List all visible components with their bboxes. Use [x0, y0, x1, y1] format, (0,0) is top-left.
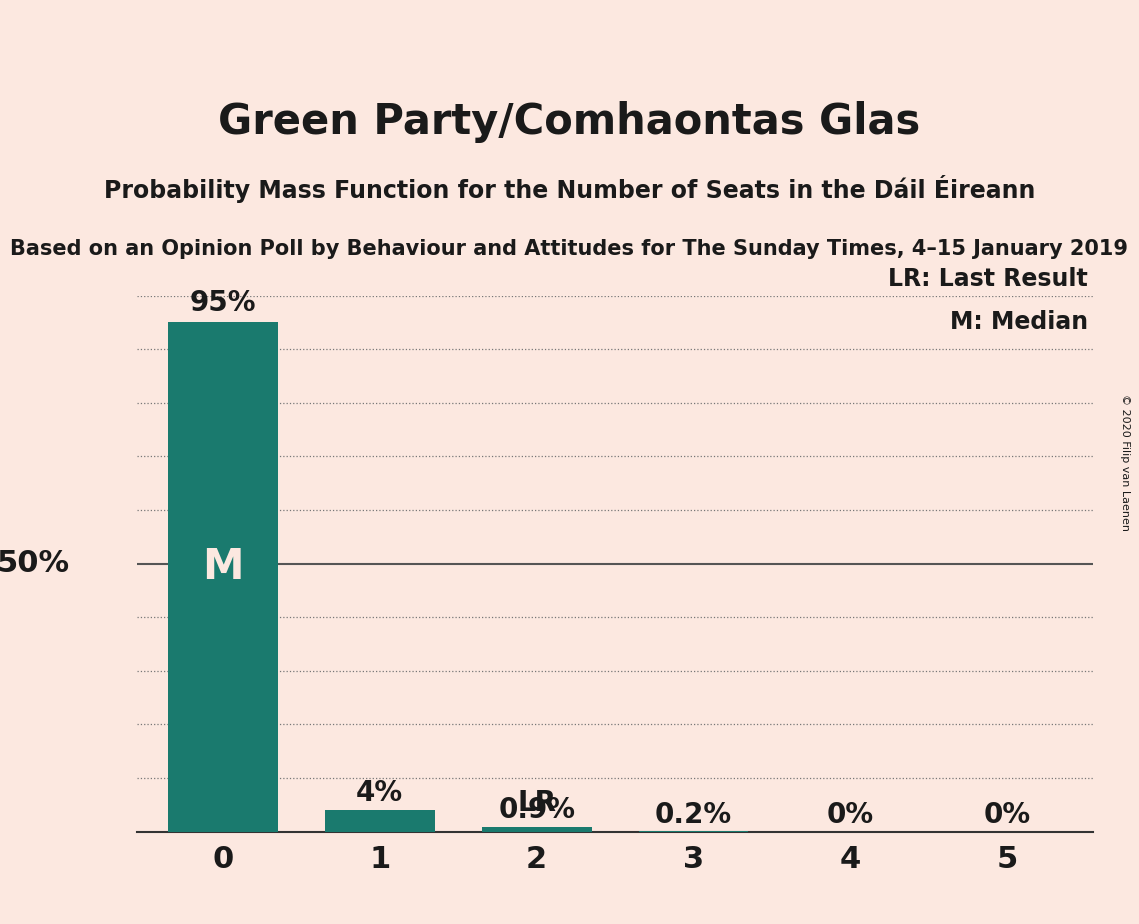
- Text: Probability Mass Function for the Number of Seats in the Dáil Éireann: Probability Mass Function for the Number…: [104, 176, 1035, 203]
- Text: Based on an Opinion Poll by Behaviour and Attitudes for The Sunday Times, 4–15 J: Based on an Opinion Poll by Behaviour an…: [10, 238, 1129, 259]
- Bar: [325, 810, 435, 832]
- Bar: [639, 831, 748, 832]
- Text: 0.2%: 0.2%: [655, 801, 732, 830]
- Text: M: M: [203, 546, 244, 588]
- Text: 4%: 4%: [357, 780, 403, 808]
- Text: LR: LR: [517, 789, 556, 817]
- Bar: [169, 322, 278, 832]
- Bar: [482, 827, 591, 832]
- Text: 0.9%: 0.9%: [498, 796, 575, 824]
- Text: M: Median: M: Median: [950, 310, 1088, 334]
- Text: 95%: 95%: [190, 289, 256, 317]
- Text: LR: Last Result: LR: Last Result: [888, 267, 1088, 291]
- Text: 0%: 0%: [984, 801, 1031, 830]
- Text: © 2020 Filip van Laenen: © 2020 Filip van Laenen: [1121, 394, 1130, 530]
- Text: Green Party/Comhaontas Glas: Green Party/Comhaontas Glas: [219, 102, 920, 143]
- Text: 0%: 0%: [827, 801, 874, 830]
- Text: 50%: 50%: [0, 549, 69, 578]
